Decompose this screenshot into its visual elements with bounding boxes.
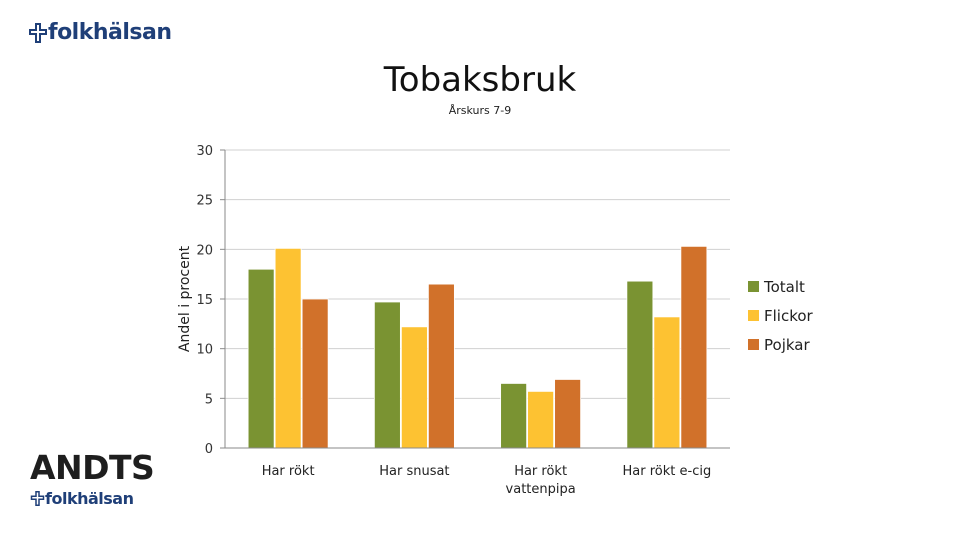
category-label: Har rökt e-cig	[623, 464, 712, 479]
legend-item-pojkar: Pojkar	[748, 330, 813, 359]
y-tick-label: 20	[196, 243, 213, 258]
bar-flickor-3	[653, 316, 681, 449]
bar-pojkar-2	[554, 379, 582, 449]
bar-flickor-0	[274, 247, 302, 449]
category-label: Har snusat	[379, 464, 449, 479]
y-tick-label: 10	[196, 343, 213, 358]
legend-label-totalt: Totalt	[764, 277, 805, 296]
axis-labels: 0 5 10 15 20 25 30 Har rökt Har snusat Har rökt va…	[177, 144, 711, 497]
bar-totalt-3	[626, 280, 654, 449]
chart-title: Tobaksbruk	[383, 60, 577, 100]
bar-flickor-2	[527, 390, 555, 449]
andts-logo: ANDTS	[30, 448, 155, 487]
bar-pojkar-0	[301, 298, 329, 449]
y-tick-label: 15	[196, 293, 213, 308]
bars	[247, 245, 708, 449]
legend-item-flickor: Flickor	[748, 301, 813, 330]
y-tick-label: 0	[205, 442, 213, 457]
bar-pojkar-3	[680, 245, 708, 449]
legend-swatch-totalt	[748, 281, 759, 292]
legend-swatch-flickor	[748, 310, 759, 321]
chart-subtitle: Årskurs 7-9	[448, 104, 512, 117]
folkhalsan-logo-bottom: folkhälsan	[30, 489, 134, 508]
bar-flickor-1	[400, 326, 428, 449]
y-axis-label: Andel i procent	[177, 245, 193, 352]
folkhalsan-logo-text-bottom: folkhälsan	[45, 489, 134, 508]
y-tick-label: 5	[205, 392, 213, 407]
folkhalsan-logo-top: folkhälsan	[28, 20, 172, 45]
legend-item-totalt: Totalt	[748, 272, 813, 301]
legend-swatch-pojkar	[748, 339, 759, 350]
bar-pojkar-1	[427, 283, 455, 449]
folkhalsan-cross-icon	[30, 491, 45, 506]
y-tick-label: 30	[196, 144, 213, 159]
legend-label-flickor: Flickor	[764, 306, 813, 325]
axes	[220, 149, 730, 449]
bar-totalt-2	[500, 383, 528, 449]
category-label: Har rökt vattenpipa	[506, 464, 576, 497]
folkhalsan-cross-icon	[29, 22, 47, 43]
legend-label-pojkar: Pojkar	[764, 335, 810, 354]
category-label: Har rökt	[262, 464, 315, 479]
folkhalsan-logo-text: folkhälsan	[48, 20, 172, 45]
bar-totalt-0	[247, 268, 275, 449]
y-tick-label: 25	[196, 194, 213, 209]
chart-legend: Totalt Flickor Pojkar	[748, 272, 813, 359]
bar-totalt-1	[373, 301, 401, 449]
